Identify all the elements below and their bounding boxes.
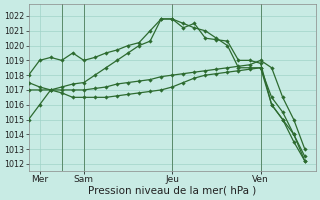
X-axis label: Pression niveau de la mer( hPa ): Pression niveau de la mer( hPa ): [88, 186, 256, 196]
